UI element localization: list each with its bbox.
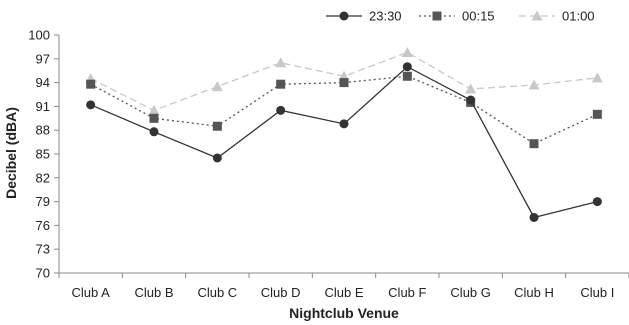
legend-marker [339,11,349,21]
legend-item-0015: 00:15 [419,9,495,24]
x-axis-ticks: Club A Club B Club C Club D Club E Club F Club… [58,273,629,300]
y-tick-label: 79 [36,194,50,209]
data-point-2330 [149,127,159,137]
series-0100 [85,46,603,115]
data-point-2330 [86,100,96,110]
y-tick-label: 91 [36,99,50,114]
x-tick-label: Club G [450,285,490,300]
data-point-2330 [529,212,539,222]
x-tick-label: Club B [134,285,173,300]
y-tick-label: 97 [36,51,50,66]
data-point-0100 [528,79,540,90]
y-tick-label: 88 [36,123,50,138]
data-point-2330 [212,153,222,163]
data-point-0015 [276,79,286,89]
data-point-0100 [275,57,287,68]
data-point-2330 [402,62,412,72]
series-line-2330 [90,65,598,219]
x-tick-label: Club A [72,285,111,300]
data-point-0100 [401,46,413,57]
data-point-2330 [592,197,602,207]
data-point-0100 [465,83,477,94]
legend-label: 01:00 [562,9,595,24]
y-tick-label: 100 [28,28,50,43]
x-tick-label: Club H [514,285,554,300]
y-tick-label: 70 [36,266,50,281]
data-point-0015 [529,139,539,149]
data-point-0100 [211,81,223,92]
x-tick-label: Club D [261,285,301,300]
series-2330 [86,62,602,222]
series-0015 [86,71,602,149]
x-tick-label: Club F [388,285,426,300]
legend-marker [432,11,442,21]
data-point-0015 [212,121,222,131]
legend-label: 23:30 [369,9,402,24]
x-tick-label: Club C [197,285,237,300]
data-point-2330 [276,105,286,115]
x-tick-label: Club E [324,285,363,300]
y-tick-label: 85 [36,147,50,162]
y-tick-label: 94 [36,75,50,90]
series-group [85,46,603,222]
data-point-0015 [402,71,412,81]
legend: 23:30 00:15 01:00 [326,9,595,24]
legend-item-0100: 01:00 [519,9,595,24]
data-point-2330 [466,95,476,105]
data-point-0015 [339,78,349,88]
y-tick-label: 73 [36,242,50,257]
x-tick-label: Club I [580,285,614,300]
y-axis-ticks: 100 97 94 91 88 85 82 79 76 73 70 [28,28,59,281]
y-axis-title: Decibel (dBA) [3,107,19,199]
x-axis-title: Nightclub Venue [289,305,399,321]
y-tick-label: 82 [36,170,50,185]
legend-label: 00:15 [462,9,495,24]
data-point-0100 [148,104,160,115]
data-point-0015 [592,109,602,119]
data-point-2330 [339,119,349,129]
legend-item-2330: 23:30 [326,9,402,24]
legend-marker [531,10,543,21]
data-point-0015 [86,79,96,89]
data-point-0100 [591,72,603,83]
y-tick-label: 76 [36,218,50,233]
data-point-0015 [149,113,159,123]
